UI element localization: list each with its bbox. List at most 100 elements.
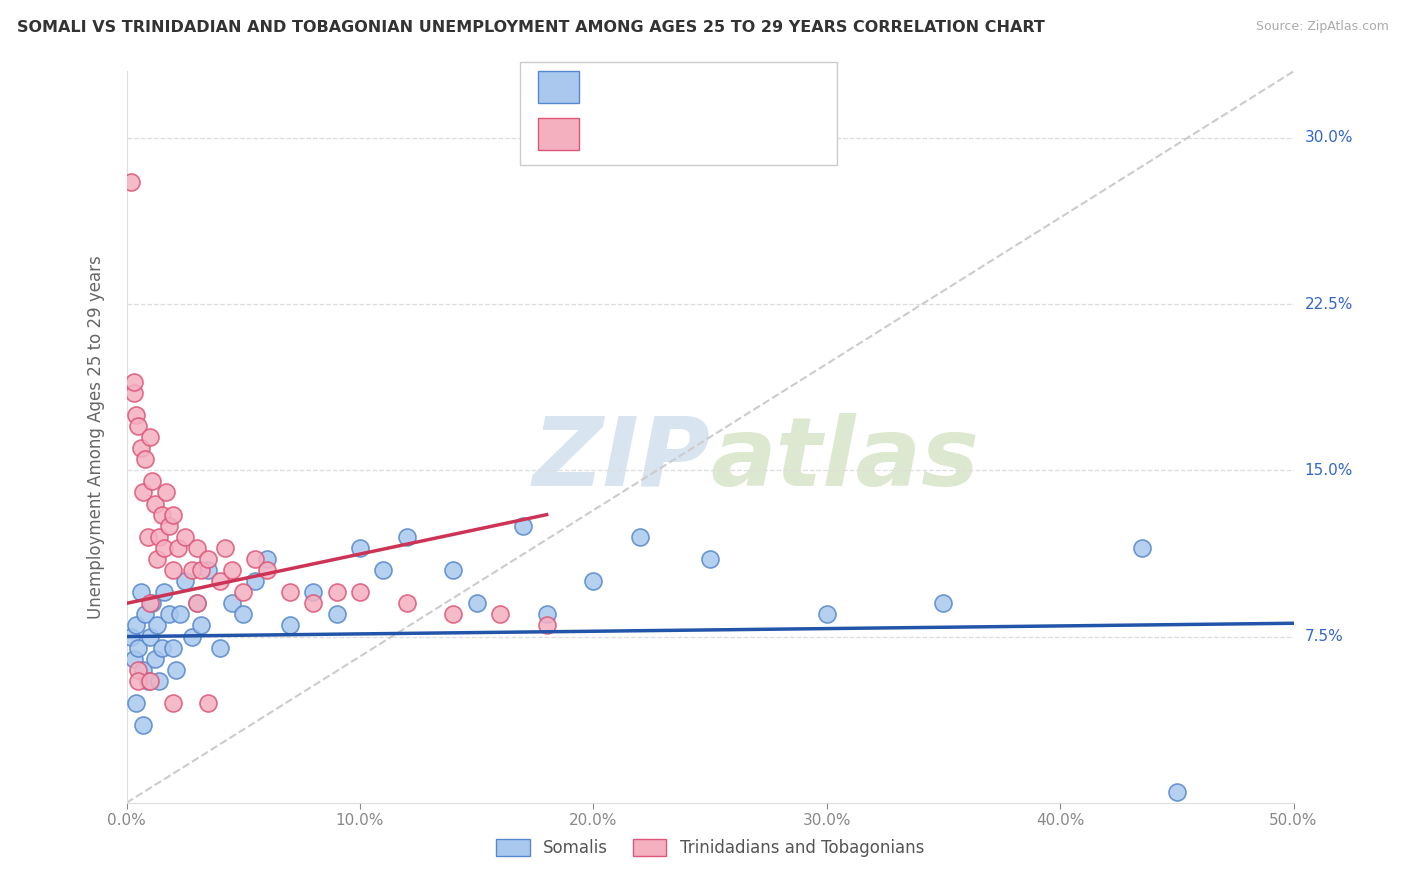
Point (256, 563, 278, 577)
Point (232, 607, 254, 622)
Point (136, 673, 159, 688)
Point (582, 574, 605, 589)
Point (132, 485, 155, 500)
Point (180, 630, 202, 644)
Point (221, 596, 243, 610)
Point (125, 696, 148, 710)
Point (197, 552, 219, 566)
Point (243, 574, 266, 589)
Text: atlas: atlas (710, 412, 979, 506)
Point (512, 518, 534, 533)
Point (132, 718, 155, 732)
Point (122, 651, 145, 665)
Point (134, 452, 156, 467)
Point (127, 673, 149, 688)
Text: R = 0.023: R = 0.023 (589, 78, 672, 95)
Text: 30.0%: 30.0% (1305, 130, 1353, 145)
Point (243, 552, 266, 566)
Point (536, 607, 558, 622)
Point (139, 673, 162, 688)
Point (278, 618, 301, 632)
Point (127, 419, 149, 434)
Point (208, 574, 231, 589)
Point (148, 673, 170, 688)
Point (122, 385, 145, 400)
Point (120, 175, 142, 189)
Point (628, 530, 651, 544)
Point (186, 596, 208, 610)
Point (325, 585, 347, 599)
Point (150, 640, 173, 655)
Point (143, 497, 166, 511)
Text: 7.5%: 7.5% (1305, 629, 1343, 644)
Point (190, 618, 212, 632)
Point (141, 596, 163, 610)
Point (127, 663, 149, 677)
Point (932, 596, 955, 610)
Point (174, 530, 197, 544)
Point (150, 508, 173, 522)
Point (157, 607, 180, 622)
Point (395, 596, 418, 610)
Legend: Somalis, Trinidadians and Tobagonians: Somalis, Trinidadians and Tobagonians (489, 832, 931, 864)
Point (134, 607, 156, 622)
Point (122, 375, 145, 389)
Point (174, 574, 197, 589)
Point (139, 630, 162, 644)
Point (302, 596, 325, 610)
Point (180, 563, 202, 577)
Point (139, 596, 162, 610)
Point (162, 640, 184, 655)
Point (699, 552, 721, 566)
Text: N = 48: N = 48 (731, 78, 793, 95)
Point (146, 618, 169, 632)
Point (395, 530, 418, 544)
Y-axis label: Unemployment Among Ages 25 to 29 years: Unemployment Among Ages 25 to 29 years (87, 255, 105, 619)
Point (349, 541, 371, 555)
Text: 15.0%: 15.0% (1305, 463, 1353, 478)
Point (125, 618, 148, 632)
Point (208, 640, 231, 655)
Point (325, 607, 347, 622)
Point (148, 530, 170, 544)
Point (155, 485, 177, 500)
Point (129, 441, 152, 455)
Point (1166, 785, 1188, 799)
Point (125, 408, 148, 422)
Point (153, 585, 176, 599)
Text: Source: ZipAtlas.com: Source: ZipAtlas.com (1256, 20, 1389, 33)
Point (815, 607, 838, 622)
Point (136, 530, 159, 544)
Point (169, 607, 191, 622)
Point (162, 508, 184, 522)
Point (127, 640, 149, 655)
Point (146, 552, 169, 566)
Text: SOMALI VS TRINIDADIAN AND TOBAGONIAN UNEMPLOYMENT AMONG AGES 25 TO 29 YEARS CORR: SOMALI VS TRINIDADIAN AND TOBAGONIAN UNE… (17, 20, 1045, 35)
Point (349, 585, 371, 599)
Point (167, 541, 190, 555)
Text: ZIP: ZIP (531, 412, 710, 506)
Point (141, 475, 163, 489)
Point (221, 563, 243, 577)
Point (197, 563, 219, 577)
Point (162, 696, 184, 710)
Point (489, 607, 512, 622)
Point (536, 618, 558, 632)
Point (214, 541, 236, 555)
Point (186, 541, 208, 555)
Point (186, 596, 208, 610)
Point (441, 607, 464, 622)
Point (132, 663, 155, 677)
Point (197, 696, 219, 710)
Text: R = 0.190: R = 0.190 (589, 124, 672, 142)
Point (157, 518, 180, 533)
Point (1130, 541, 1153, 555)
Text: N = 47: N = 47 (731, 124, 793, 142)
Point (153, 541, 176, 555)
Point (120, 630, 142, 644)
Point (465, 596, 488, 610)
Point (162, 563, 184, 577)
Point (139, 430, 162, 444)
Point (143, 651, 166, 665)
Point (129, 585, 152, 599)
